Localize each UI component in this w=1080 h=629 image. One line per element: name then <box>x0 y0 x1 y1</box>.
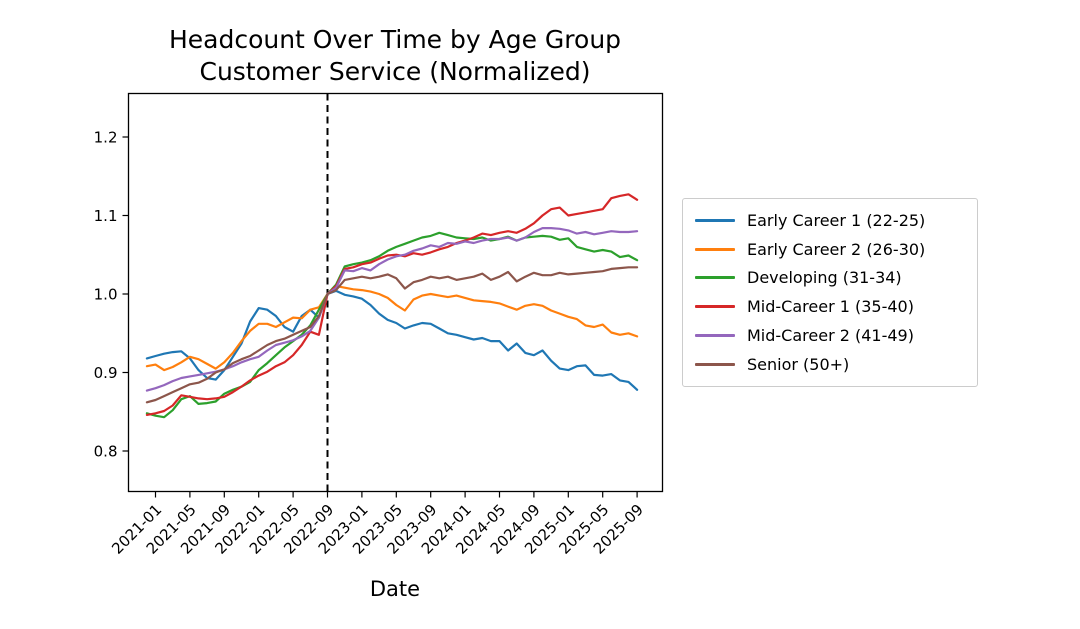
plot-border <box>127 92 664 493</box>
legend-label: Early Career 2 (26-30) <box>747 239 926 259</box>
legend-label: Mid-Career 2 (41-49) <box>747 326 914 346</box>
y-tick-label: 1.2 <box>94 129 118 147</box>
legend-item: Mid-Career 2 (41-49) <box>691 321 969 350</box>
legend-item: Mid-Career 1 (35-40) <box>691 292 969 321</box>
legend-item: Senior (50+) <box>691 350 969 379</box>
series-line <box>145 285 639 372</box>
legend-item: Developing (31-34) <box>691 264 969 293</box>
y-tick-label: 1.0 <box>94 286 118 304</box>
legend-label: Early Career 1 (22-25) <box>747 210 926 230</box>
series-line <box>145 227 639 392</box>
legend-line-sample <box>695 247 735 251</box>
legend-label: Developing (31-34) <box>747 268 902 288</box>
y-tick-label: 0.9 <box>94 364 118 382</box>
chart-title-line2: Customer Service (Normalized) <box>199 57 591 86</box>
legend-line-sample <box>695 362 735 366</box>
legend-label: Mid-Career 1 (35-40) <box>747 297 914 317</box>
legend-line-sample <box>695 305 735 309</box>
series-line <box>145 231 639 419</box>
chart-title-line1: Headcount Over Time by Age Group <box>168 25 622 54</box>
y-tick-label: 0.8 <box>94 443 118 461</box>
legend-line-sample <box>695 218 735 222</box>
legend-line-sample <box>695 276 735 280</box>
legend-item: Early Career 1 (22-25) <box>691 206 969 235</box>
legend-item: Early Career 2 (26-30) <box>691 235 969 264</box>
legend: Early Career 1 (22-25) Early Career 2 (2… <box>682 198 978 387</box>
x-axis-label: Date <box>369 577 421 601</box>
series-line <box>145 289 639 391</box>
series-line <box>145 193 639 416</box>
legend-label: Senior (50+) <box>747 354 850 374</box>
legend-line-sample <box>695 334 735 338</box>
y-tick-label: 1.1 <box>94 207 118 225</box>
chart-title: Headcount Over Time by Age Group Custome… <box>50 24 740 88</box>
series-line <box>145 266 639 404</box>
